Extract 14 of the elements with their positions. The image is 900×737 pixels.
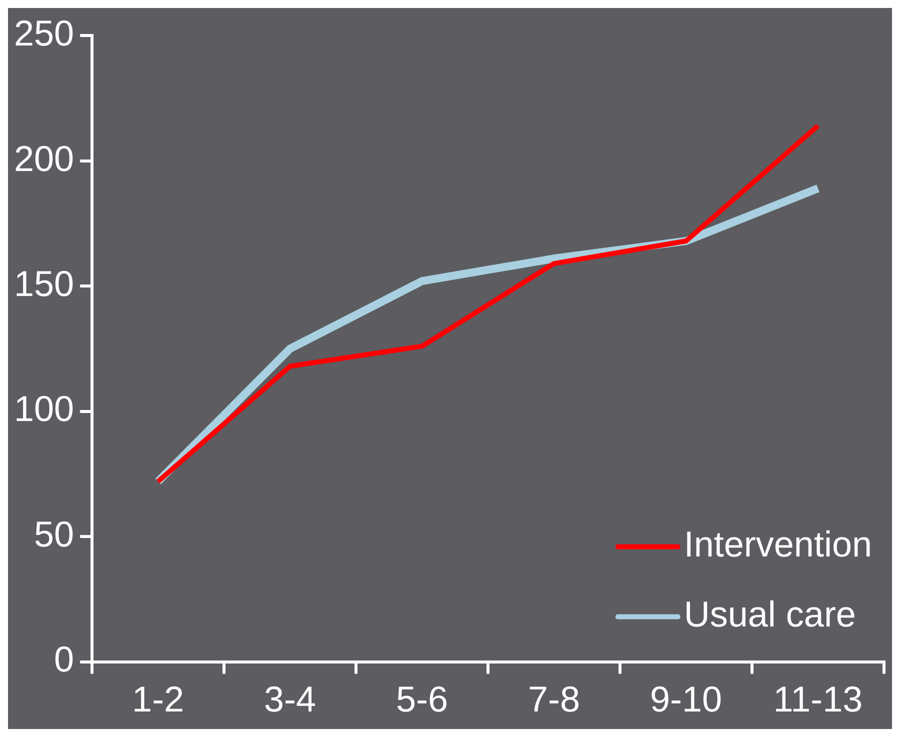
x-tick-label: 1-2 xyxy=(132,678,184,720)
y-tick-label: 250 xyxy=(14,12,74,54)
y-tick-label: 150 xyxy=(14,263,74,304)
x-tick-label: 5-6 xyxy=(396,678,448,720)
x-tick-label: 9-10 xyxy=(650,678,722,720)
y-tick-label: 50 xyxy=(34,513,74,554)
x-tick-label: 3-4 xyxy=(264,678,316,720)
x-tick-label: 11-13 xyxy=(773,678,863,720)
x-tick-label: 7-8 xyxy=(528,678,580,720)
legend-label: Intervention xyxy=(684,524,872,565)
y-tick-label: 200 xyxy=(14,138,74,179)
legend-label: Usual care xyxy=(684,594,856,635)
y-tick-label: 0 xyxy=(54,638,74,680)
y-tick-label: 100 xyxy=(14,388,74,430)
